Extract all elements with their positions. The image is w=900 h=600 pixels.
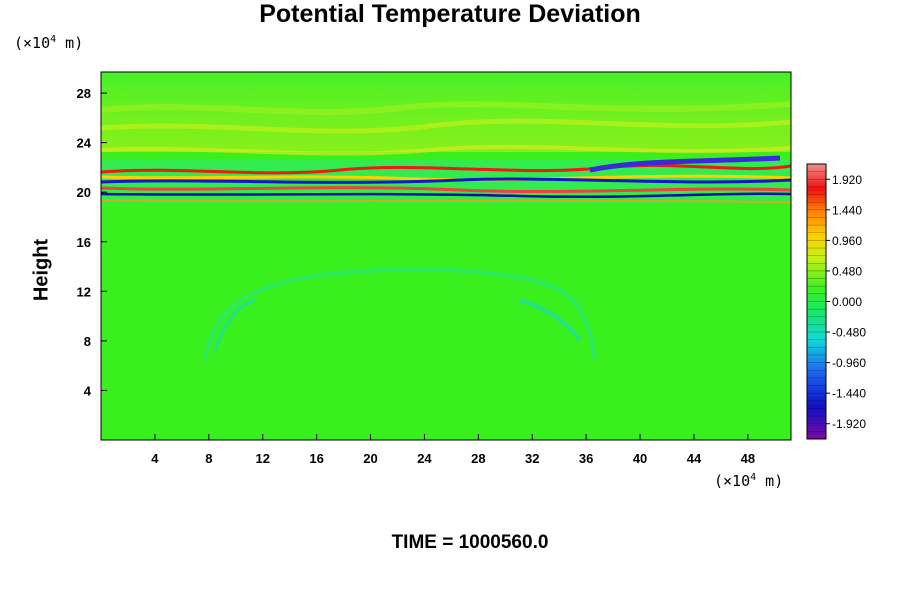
- x-tick-label: 8: [205, 451, 212, 466]
- colorbar-label: 0.960: [832, 234, 862, 248]
- heatmap-field: [100, 72, 792, 440]
- x-tick-label: 4: [151, 451, 159, 466]
- band-line-red-1: [100, 163, 792, 175]
- colorbar-label: -1.920: [832, 417, 866, 431]
- x-tick-label: 20: [363, 451, 377, 466]
- y-tick-label: 28: [77, 86, 91, 101]
- x-unit-suffix: m): [756, 472, 784, 490]
- colorbar-label: 1.920: [832, 173, 862, 187]
- wave-ridge-1: [100, 101, 792, 115]
- x-tick-label: 28: [471, 451, 485, 466]
- plot-frame: [100, 71, 792, 441]
- y-tick-label: 20: [77, 185, 91, 200]
- colorbar-gradient: [807, 164, 826, 439]
- wave-ridge-3: [100, 144, 792, 156]
- colorbar-label: -1.440: [832, 387, 866, 401]
- band-line-blue-2: [100, 192, 792, 199]
- colorbar-label: 1.440: [832, 203, 862, 217]
- x-tick-label: 44: [687, 451, 702, 466]
- time-footer: TIME = 1000560.0: [391, 532, 549, 553]
- colorbar-label: 0.480: [832, 264, 862, 278]
- band-line-orange: [100, 199, 792, 203]
- x-tick-label: 48: [741, 451, 755, 466]
- band-line-blue-1: [100, 177, 792, 184]
- y-tick-label: 16: [77, 235, 91, 250]
- y-unit-exponent: 4: [50, 34, 57, 45]
- x-tick-label: 16: [309, 451, 323, 466]
- x-axis-unit: (×104 m): [714, 472, 783, 490]
- y-tick-label: 8: [84, 334, 91, 349]
- y-unit-prefix: (×10: [14, 34, 51, 52]
- colorbar-labels: 1.920 1.440 0.960 0.480 0.000 -0.480 -0.960 -1.…: [826, 173, 866, 431]
- y-axis-ticks: 4 8 12 16 20 24 28: [77, 86, 107, 398]
- colorbar-label: 0.000: [832, 295, 862, 309]
- x-tick-label: 32: [525, 451, 539, 466]
- y-unit-suffix: m): [56, 34, 84, 52]
- x-tick-label: 40: [633, 451, 647, 466]
- lower-arch-cyan-left: [213, 298, 256, 351]
- upper-wave-region: [101, 72, 791, 152]
- band-blue-patch: [589, 155, 781, 173]
- x-tick-label: 36: [579, 451, 593, 466]
- x-unit-exponent: 4: [750, 472, 757, 483]
- colorbar: 1.920 1.440 0.960 0.480 0.000 -0.480 -0.960 -1.…: [806, 163, 866, 440]
- x-axis-ticks: 4 8 12 16 20 24 28 32 36 40 44 48: [151, 434, 755, 466]
- lower-arch: [203, 267, 597, 361]
- wave-ridge-2: [100, 118, 792, 134]
- colorbar-label: -0.960: [832, 356, 866, 370]
- y-tick-label: 12: [77, 284, 91, 299]
- x-tick-label: 12: [255, 451, 269, 466]
- band-line-red-2: [100, 186, 792, 194]
- y-tick-label: 4: [84, 383, 92, 398]
- lower-region: [101, 205, 791, 440]
- band-line-yellow: [100, 174, 792, 182]
- colorbar-label: -0.480: [832, 326, 866, 340]
- colorbar-level-lines: [807, 171, 826, 432]
- y-tick-label: 24: [77, 136, 92, 151]
- x-unit-prefix: (×10: [714, 472, 751, 490]
- lower-arch-cyan-right: [519, 298, 582, 342]
- chart-title: Potential Temperature Deviation: [259, 0, 641, 28]
- x-tick-label: 24: [417, 451, 432, 466]
- y-axis-unit: (×104 m): [14, 34, 83, 52]
